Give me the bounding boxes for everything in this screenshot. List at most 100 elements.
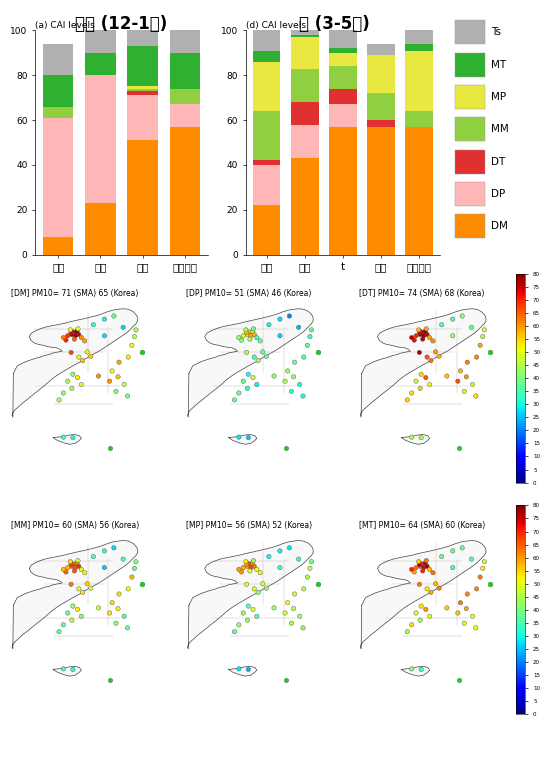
FancyBboxPatch shape <box>455 150 484 173</box>
Point <box>426 563 434 575</box>
Bar <box>406 44 433 51</box>
Point <box>75 328 83 340</box>
Bar <box>291 125 319 158</box>
Bar <box>329 49 356 52</box>
Point <box>246 559 254 571</box>
Point <box>281 375 289 388</box>
Point <box>306 562 314 575</box>
Point <box>120 610 129 622</box>
Point <box>138 346 146 358</box>
Bar <box>127 87 158 89</box>
Point <box>63 607 72 619</box>
Point <box>253 610 261 622</box>
Point <box>105 607 114 619</box>
Point <box>420 328 429 340</box>
Point <box>467 553 476 565</box>
Point <box>249 555 258 567</box>
Point <box>486 346 495 358</box>
Point <box>422 555 430 567</box>
Point <box>281 442 290 454</box>
Point <box>463 356 471 369</box>
Point <box>80 335 89 347</box>
Bar <box>253 30 280 51</box>
Point <box>403 394 411 406</box>
Point <box>476 571 484 583</box>
Point <box>94 602 103 614</box>
Point <box>132 556 140 568</box>
Point <box>313 578 322 590</box>
Point <box>411 375 420 388</box>
Point <box>234 331 243 344</box>
Point <box>239 330 247 342</box>
Point <box>416 614 424 626</box>
Point <box>66 324 75 336</box>
Point <box>239 562 247 574</box>
Point <box>59 431 68 443</box>
Bar <box>329 89 356 104</box>
Point <box>70 327 79 339</box>
Point <box>62 566 70 578</box>
Point <box>448 330 457 342</box>
Point <box>462 603 471 615</box>
Bar <box>291 30 319 35</box>
Text: DT: DT <box>491 157 505 166</box>
Point <box>243 560 252 572</box>
Point <box>415 578 424 591</box>
Point <box>247 562 255 574</box>
Point <box>468 378 477 391</box>
Point <box>420 559 429 572</box>
Point <box>67 578 76 591</box>
Polygon shape <box>228 667 257 676</box>
Point <box>417 600 426 612</box>
Point <box>253 563 261 575</box>
Point <box>250 328 259 340</box>
Point <box>234 563 243 575</box>
Polygon shape <box>401 667 430 676</box>
Polygon shape <box>53 667 82 676</box>
Point <box>130 331 139 343</box>
Bar <box>127 141 158 255</box>
Bar <box>291 37 319 68</box>
Bar <box>170 53 200 89</box>
Point <box>275 562 284 574</box>
Point <box>289 371 298 383</box>
Point <box>262 582 271 594</box>
Point <box>287 385 296 397</box>
Point <box>70 565 79 577</box>
Point <box>249 603 258 616</box>
Point <box>423 583 431 595</box>
Point <box>427 355 435 367</box>
Point <box>86 582 95 594</box>
Point <box>462 371 471 383</box>
Point <box>456 365 465 377</box>
Point <box>73 555 82 567</box>
Point <box>290 356 299 369</box>
Point <box>127 339 136 351</box>
Point <box>94 370 103 382</box>
Point <box>253 331 261 344</box>
Point <box>119 321 127 334</box>
Point <box>417 368 426 380</box>
Point <box>230 625 239 638</box>
Point <box>295 610 304 622</box>
Point <box>290 588 299 600</box>
Point <box>416 382 424 394</box>
Text: 겨울 (12-1월): 겨울 (12-1월) <box>76 15 167 33</box>
Point <box>411 562 420 574</box>
Point <box>132 324 140 336</box>
Bar <box>291 158 319 255</box>
Point <box>284 597 292 609</box>
Point <box>471 622 480 634</box>
Bar <box>329 104 356 127</box>
Point <box>426 331 434 344</box>
Point <box>247 330 255 342</box>
Polygon shape <box>360 309 486 417</box>
Point <box>73 325 82 337</box>
Point <box>106 442 114 454</box>
Point <box>486 578 495 590</box>
Point <box>63 375 72 388</box>
Point <box>414 556 423 568</box>
Point <box>69 600 77 612</box>
Point <box>417 432 426 444</box>
Point <box>100 313 109 325</box>
